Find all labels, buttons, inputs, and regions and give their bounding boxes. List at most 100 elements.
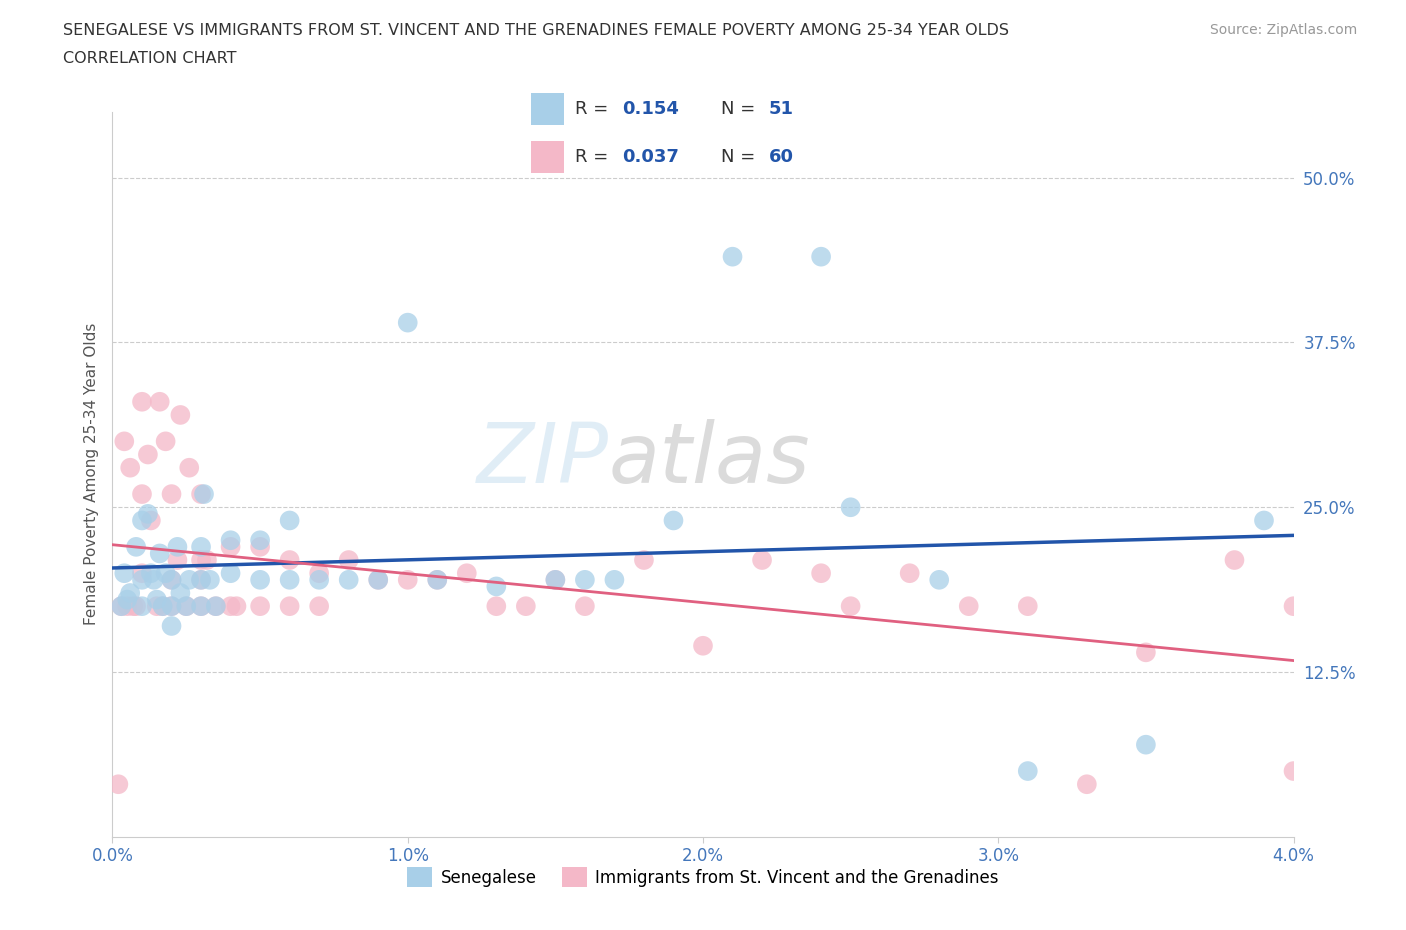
Bar [531,93,564,125]
Point [367,572,389,587]
Point [205,599,228,614]
Point [692,638,714,653]
Point [1282,764,1305,778]
Point [219,539,242,554]
Point [125,599,148,614]
Point [117,599,138,614]
Legend: Senegalese, Immigrants from St. Vincent and the Grenadines: Senegalese, Immigrants from St. Vincent … [401,860,1005,894]
Point [136,447,159,462]
Point [107,777,129,791]
Point [1076,777,1098,791]
Point [110,599,132,614]
Point [219,599,242,614]
Point [146,592,169,607]
Point [544,572,567,587]
Point [957,599,980,614]
Point [169,586,191,601]
Point [249,533,271,548]
Point [131,599,153,614]
Point [131,565,153,580]
Text: CORRELATION CHART: CORRELATION CHART [63,51,236,66]
Point [898,565,921,580]
Text: ZIP: ZIP [477,419,609,500]
Point [152,599,174,614]
Text: atlas: atlas [609,419,810,500]
Point [603,572,626,587]
Point [721,249,744,264]
Point [160,618,183,633]
Point [131,394,153,409]
Point [136,507,159,522]
Point [198,572,221,587]
Point [396,572,419,587]
Point [142,572,165,587]
Point [205,599,228,614]
Point [190,552,212,567]
Point [337,552,360,567]
Point [112,434,135,449]
Point [1282,599,1305,614]
Point [225,599,247,614]
Point [219,565,242,580]
Point [122,599,145,614]
Point [337,572,360,587]
Point [174,599,197,614]
Point [120,586,142,601]
Point [839,599,862,614]
Point [169,407,191,422]
Text: 0.037: 0.037 [623,148,679,166]
Point [112,565,135,580]
Point [166,552,188,567]
Point [574,599,596,614]
Text: 60: 60 [769,148,794,166]
Point [139,513,162,528]
Point [278,552,301,567]
Point [219,533,242,548]
Text: N =: N = [721,100,761,118]
Point [160,572,183,587]
Point [278,572,301,587]
Text: R =: R = [575,100,614,118]
Point [120,460,142,475]
Text: 51: 51 [769,100,794,118]
Point [515,599,537,614]
Point [278,513,301,528]
Point [131,513,153,528]
Y-axis label: Female Poverty Among 25-34 Year Olds: Female Poverty Among 25-34 Year Olds [83,323,98,626]
Point [1135,644,1157,659]
Point [155,565,177,580]
Point [810,249,832,264]
Text: Source: ZipAtlas.com: Source: ZipAtlas.com [1209,23,1357,37]
Bar [531,141,564,173]
Point [1017,764,1039,778]
Point [160,486,183,501]
Point [426,572,449,587]
Point [179,572,201,587]
Point [367,572,389,587]
Point [146,599,169,614]
Point [160,599,183,614]
Point [810,565,832,580]
Point [928,572,950,587]
Point [166,539,188,554]
Point [544,572,567,587]
Text: SENEGALESE VS IMMIGRANTS FROM ST. VINCENT AND THE GRENADINES FEMALE POVERTY AMON: SENEGALESE VS IMMIGRANTS FROM ST. VINCEN… [63,23,1010,38]
Point [193,486,215,501]
Point [131,572,153,587]
Point [396,315,419,330]
Point [125,539,148,554]
Point [149,546,172,561]
Point [190,599,212,614]
Point [1253,513,1275,528]
Point [485,579,508,594]
Point [249,599,271,614]
Point [485,599,508,614]
Point [1223,552,1246,567]
Point [308,565,330,580]
Text: R =: R = [575,148,614,166]
Point [751,552,773,567]
Point [152,599,174,614]
Point [1135,737,1157,752]
Point [190,599,212,614]
Point [190,572,212,587]
